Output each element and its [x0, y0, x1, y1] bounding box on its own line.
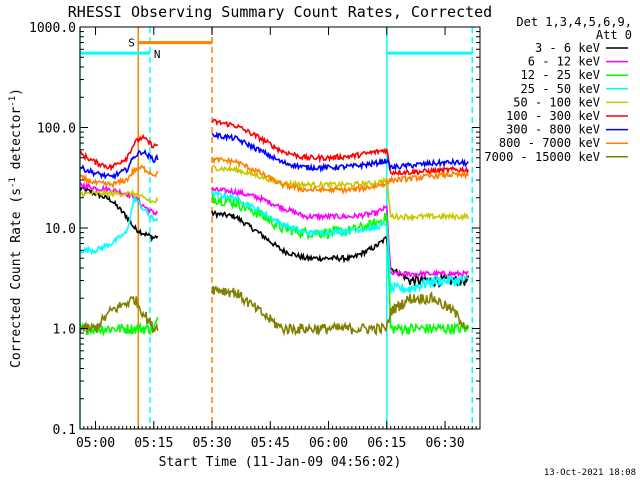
chart-title: RHESSI Observing Summary Count Rates, Co… [68, 3, 492, 21]
legend-label: 12 - 25 keV [521, 68, 600, 82]
x-tick-label: 05:00 [76, 436, 115, 451]
y-tick-label: 1000.0 [29, 21, 76, 36]
legend-label: 3 - 6 keV [535, 41, 600, 55]
y-tick-label: 1.0 [53, 323, 76, 338]
series-5-line [79, 133, 159, 172]
legend-label: 7000 - 15000 keV [484, 150, 600, 164]
legend-label: 100 - 300 keV [506, 109, 600, 123]
legend-label: 800 - 7000 keV [499, 136, 600, 150]
series-0-line [79, 184, 159, 243]
x-tick-label: 06:00 [309, 436, 348, 451]
legend-header-2: Att 0 [596, 28, 632, 42]
x-tick-label: 06:30 [425, 436, 464, 451]
series-3-line [79, 195, 159, 256]
y-axis-label: Corrected Count Rate (s-1 detector-1) [8, 88, 24, 368]
series-3-line [211, 190, 469, 294]
n-label: N [154, 48, 161, 61]
legend-label: 50 - 100 keV [513, 95, 600, 109]
y-tick-label: 10.0 [45, 222, 76, 237]
series-6-line [79, 148, 159, 181]
y-tick-label: 100.0 [37, 122, 76, 137]
y-axis-label-main: Corrected Count Rate (s [9, 188, 24, 368]
y-tick-label: 0.1 [53, 423, 76, 438]
legend-label: 25 - 50 keV [521, 82, 600, 96]
footer-date: 13-Oct-2021 18:08 [544, 468, 636, 478]
series-8-line [79, 295, 159, 334]
x-tick-label: 05:30 [192, 436, 231, 451]
series-1-line [211, 186, 469, 279]
x-tick-label: 06:15 [367, 436, 406, 451]
y-axis-label-sup1: -1 [8, 177, 18, 188]
series-4-line [79, 188, 159, 204]
legend-label: 300 - 800 keV [506, 123, 600, 137]
legend-header-1: Det 1,3,4,5,6,9, [516, 15, 632, 29]
x-axis-label: Start Time (11-Jan-09 04:56:02) [159, 455, 402, 470]
series-6-line [211, 130, 469, 174]
series-7-line [79, 163, 159, 190]
x-axis: 05:00 05:15 05:30 05:45 06:00 06:15 06:30 [76, 27, 477, 451]
y-axis: 1000.0 100.0 10.0 1.0 0.1 [29, 21, 480, 438]
series-2-line [79, 316, 159, 338]
series-8-line [211, 285, 470, 337]
series-2-line [211, 193, 470, 337]
s-label: S [128, 37, 135, 50]
y-axis-label-sup2: -1 [8, 96, 18, 107]
series-7-line [211, 156, 469, 195]
y-axis-label-mid: detector [9, 107, 24, 178]
series-5-line [211, 118, 470, 177]
x-tick-label: 05:15 [134, 436, 173, 451]
x-tick-label: 05:45 [251, 436, 290, 451]
y-axis-label-end: ) [9, 88, 24, 96]
legend-label: 6 - 12 keV [528, 55, 600, 69]
series-layer [79, 118, 470, 338]
series-0-line [211, 209, 470, 289]
